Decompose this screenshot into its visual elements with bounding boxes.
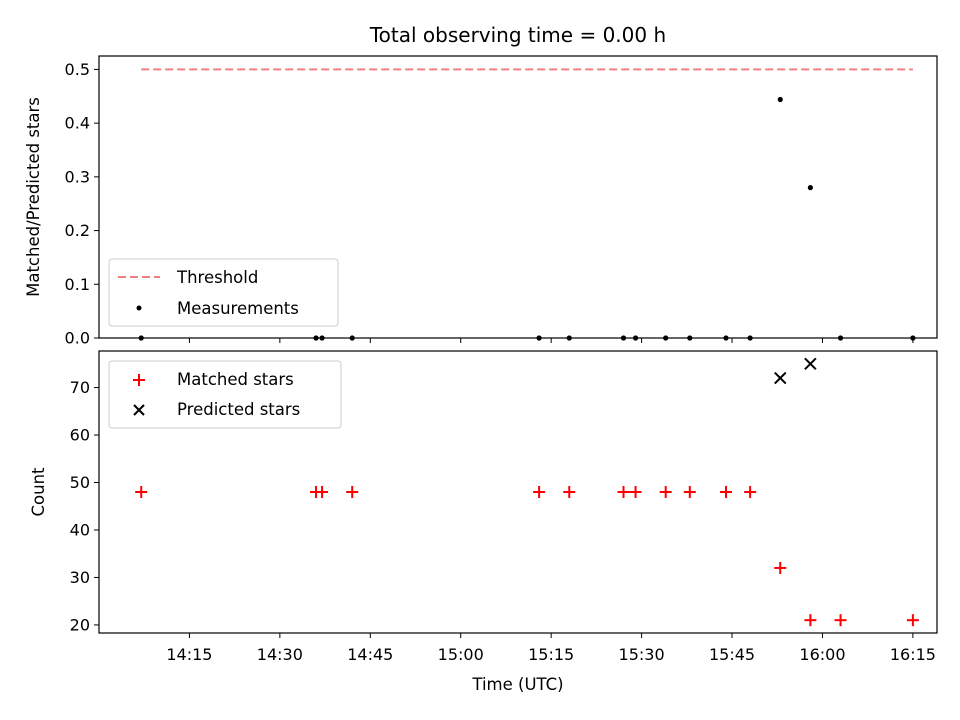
top-ytick-label: 0.4	[65, 114, 90, 133]
measurement-point	[620, 335, 627, 341]
measurement-point	[138, 335, 144, 341]
top-ytick-label: 0.5	[65, 60, 90, 79]
top-ytick-label: 0.0	[65, 329, 90, 348]
measurement-point	[566, 335, 572, 341]
legend-threshold-label: Threshold	[176, 268, 258, 287]
bottom-ytick-label: 70	[70, 378, 90, 397]
bottom-xlabel: Time (UTC)	[471, 675, 563, 694]
legend-predicted-swatch	[133, 404, 145, 416]
bottom-ytick-label: 60	[70, 426, 90, 445]
measurement-point	[747, 335, 753, 341]
top-x-axis	[188, 338, 914, 343]
legend-matched-label: Matched stars	[177, 370, 294, 389]
bottom-y-axis: 20 30 40 50 60 70	[70, 378, 99, 634]
matched-star-point	[629, 486, 642, 498]
top-y-axis: 0.0 0.1 0.2 0.3 0.4 0.5	[65, 60, 99, 348]
top-legend: Threshold Measurements	[108, 258, 339, 327]
matched-star-point	[683, 486, 696, 498]
measurement-point	[536, 335, 542, 341]
bottom-xtick-label: 15:45	[709, 645, 755, 664]
top-ytick-label: 0.2	[65, 221, 90, 240]
bottom-ytick-label: 20	[70, 615, 90, 634]
matched-star-point	[719, 486, 732, 498]
measurement-point	[837, 335, 844, 341]
bottom-xtick-label: 16:15	[890, 645, 936, 664]
matched-star-point	[346, 486, 359, 498]
matched-star-point	[563, 486, 576, 498]
predicted-star-point	[774, 371, 787, 385]
bottom-ytick-label: 40	[70, 520, 90, 539]
top-ytick-label: 0.3	[65, 167, 90, 186]
top-legend-box	[108, 258, 339, 327]
legend-predicted-label: Predicted stars	[177, 400, 300, 419]
measurement-point	[723, 335, 729, 341]
matched-star-point	[906, 614, 919, 627]
measurement-point	[687, 335, 693, 341]
bottom-ytick-label: 50	[70, 473, 90, 492]
bottom-legend: Matched stars Predicted stars	[108, 360, 342, 429]
matched-star-point	[834, 614, 847, 627]
legend-measurements-label: Measurements	[177, 299, 299, 318]
matched-star-point	[617, 486, 630, 498]
bottom-xtick-label: 16:00	[799, 645, 845, 664]
measurement-point	[319, 335, 325, 341]
matched-star-point	[135, 486, 148, 498]
matched-star-point	[659, 486, 672, 498]
bottom-ylabel: Count	[29, 467, 48, 517]
bottom-xtick-label: 14:15	[166, 645, 212, 664]
chart-title: Total observing time = 0.00 h	[369, 23, 666, 47]
top-ylabel: Matched/Predicted stars	[24, 97, 43, 297]
bottom-x-axis: 14:15 14:30 14:45 15:00 15:15 15:30 15:45 16:00…	[166, 633, 936, 664]
predicted-star-point	[804, 357, 817, 371]
bottom-plot-marks	[135, 357, 919, 627]
matched-star-point	[804, 614, 817, 627]
bottom-xtick-label: 14:45	[347, 645, 393, 664]
measurement-point	[349, 335, 355, 341]
bottom-plot-frame	[98, 350, 938, 634]
bottom-xtick-label: 15:00	[438, 645, 484, 664]
measurement-point	[807, 185, 813, 191]
legend-measurements-swatch	[136, 305, 142, 311]
matched-star-point	[316, 486, 329, 498]
measurement-point	[663, 335, 669, 341]
measurement-point	[632, 335, 639, 341]
bottom-ytick-label: 30	[70, 568, 90, 587]
bottom-xtick-label: 15:30	[619, 645, 665, 664]
matched-star-point	[533, 486, 546, 498]
top-plot-frame	[98, 55, 938, 339]
legend-matched-swatch	[133, 374, 145, 386]
bottom-xtick-label: 14:30	[257, 645, 303, 664]
measurement-point	[313, 335, 319, 341]
measurement-point	[777, 96, 783, 103]
matched-star-point	[774, 561, 787, 574]
top-ytick-label: 0.1	[65, 275, 90, 294]
bottom-legend-box	[108, 360, 342, 429]
top-plot-marks	[138, 68, 916, 341]
bottom-xtick-label: 15:15	[528, 645, 574, 664]
matched-star-point	[744, 486, 757, 498]
measurement-point	[910, 335, 916, 341]
